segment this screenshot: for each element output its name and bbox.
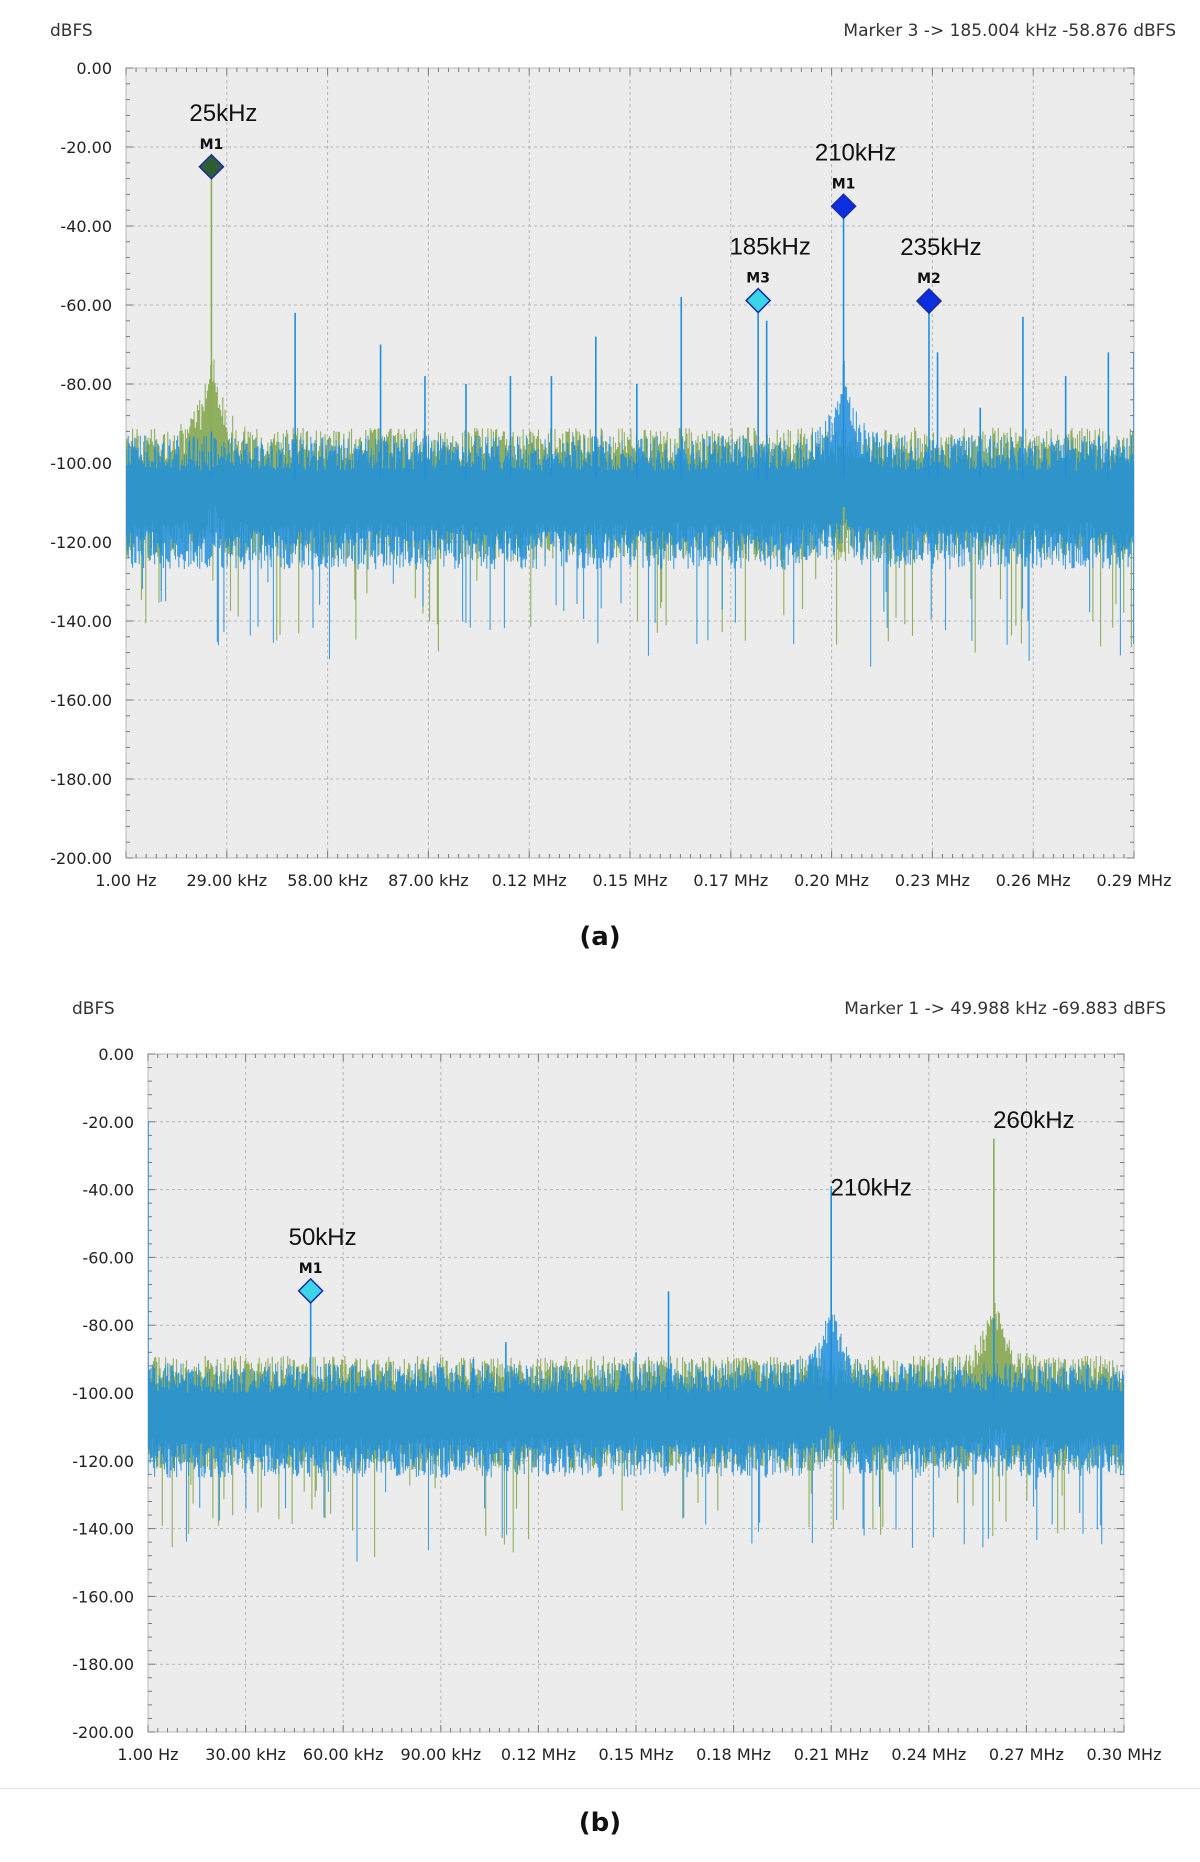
x-tick-label: 0.12 MHz xyxy=(501,1745,576,1764)
marker-label: M1 xyxy=(200,137,224,153)
y-tick-label: -40.00 xyxy=(60,217,112,236)
frequency-annotation: 185kHz xyxy=(729,234,810,261)
y-tick-label: -20.00 xyxy=(82,1113,134,1132)
x-tick-label: 0.15 MHz xyxy=(599,1745,674,1764)
y-tick-label: -140.00 xyxy=(50,612,112,631)
spectrum-panel-a: 0.00 -20.00 -40.00 -60.00 -80.00 -100.00 -120.… xyxy=(50,21,1176,890)
y-tick-label: -200.00 xyxy=(72,1723,134,1742)
y-tick-label: 0.00 xyxy=(76,59,112,78)
spectrum-chart-b: 0.00 -20.00 -40.00 -60.00 -80.00 -100.00 -120.… xyxy=(72,999,1166,1764)
x-tick-label: 0.12 MHz xyxy=(492,871,567,890)
x-tick-label: 58.00 kHz xyxy=(287,871,368,890)
marker-label: M1 xyxy=(299,1261,323,1277)
y-tick-label: -40.00 xyxy=(82,1181,134,1200)
y-tick-label: -120.00 xyxy=(50,533,112,552)
x-tick-label: 0.29 MHz xyxy=(1097,871,1172,890)
frequency-annotation: 260kHz xyxy=(993,1107,1074,1134)
x-tick-label: 0.18 MHz xyxy=(696,1745,771,1764)
x-tick-label: 90.00 kHz xyxy=(401,1745,482,1764)
spectrum-series-1 xyxy=(126,361,1134,667)
marker-readout: Marker 3 -> 185.004 kHz -58.876 dBFS xyxy=(843,21,1176,41)
y-unit-label: dBFS xyxy=(50,21,93,41)
y-tick-label: -100.00 xyxy=(50,454,112,473)
y-tick-label: -160.00 xyxy=(72,1587,134,1606)
x-tick-label: 0.17 MHz xyxy=(693,871,768,890)
panel-a-caption: (a) xyxy=(579,922,621,952)
x-tick-label: 0.20 MHz xyxy=(794,871,869,890)
y-tick-label: -60.00 xyxy=(60,296,112,315)
marker-readout: Marker 1 -> 49.988 kHz -69.883 dBFS xyxy=(844,999,1166,1019)
frequency-annotation: 25kHz xyxy=(189,100,257,127)
x-tick-label: 0.24 MHz xyxy=(891,1745,966,1764)
x-tick-label: 0.15 MHz xyxy=(593,871,668,890)
frequency-annotation: 210kHz xyxy=(815,139,896,166)
marker-label: M3 xyxy=(746,271,770,287)
frequency-annotation: 235kHz xyxy=(900,234,981,261)
marker-diamond xyxy=(830,193,857,220)
frequency-annotation: 210kHz xyxy=(831,1175,912,1202)
y-tick-label: -80.00 xyxy=(60,375,112,394)
y-tick-label: -200.00 xyxy=(50,849,112,868)
y-tick-label: -180.00 xyxy=(50,770,112,789)
marker-diamond xyxy=(915,287,943,315)
y-tick-label: -120.00 xyxy=(72,1452,134,1471)
frequency-annotation: 50kHz xyxy=(289,1224,357,1251)
y-unit-label: dBFS xyxy=(72,999,115,1019)
x-tick-label: 30.00 kHz xyxy=(205,1745,286,1764)
y-tick-label: -80.00 xyxy=(82,1316,134,1335)
spectrum-chart-a: 0.00 -20.00 -40.00 -60.00 -80.00 -100.00 -120.… xyxy=(50,21,1176,890)
x-tick-label: 0.26 MHz xyxy=(996,871,1071,890)
separator-line xyxy=(0,1788,1200,1789)
x-tick-label: 0.21 MHz xyxy=(794,1745,869,1764)
x-tick-label: 60.00 kHz xyxy=(303,1745,384,1764)
marker-diamond xyxy=(745,287,772,314)
x-tick-label: 1.00 Hz xyxy=(117,1745,178,1764)
y-tick-label: -160.00 xyxy=(50,691,112,710)
y-tick-label: -20.00 xyxy=(60,138,112,157)
y-tick-label: -140.00 xyxy=(72,1520,134,1539)
x-tick-label: 0.27 MHz xyxy=(989,1745,1064,1764)
marker-label: M2 xyxy=(917,271,941,287)
spectrum-panel-b: 0.00 -20.00 -40.00 -60.00 -80.00 -100.00 -120.… xyxy=(0,986,1200,1862)
x-tick-label: 87.00 kHz xyxy=(388,871,469,890)
marker-label: M1 xyxy=(832,176,856,192)
x-tick-label: 0.23 MHz xyxy=(895,871,970,890)
marker-diamond xyxy=(297,1277,324,1304)
minor-ticks xyxy=(125,67,1135,859)
minor-ticks xyxy=(147,1053,1125,1733)
x-tick-label: 0.30 MHz xyxy=(1087,1745,1162,1764)
marker-diamond xyxy=(198,153,225,180)
panel-b-caption: (b) xyxy=(578,1808,622,1838)
y-tick-label: -100.00 xyxy=(72,1384,134,1403)
x-tick-label: 29.00 kHz xyxy=(187,871,268,890)
y-tick-label: -180.00 xyxy=(72,1655,134,1674)
y-tick-label: -60.00 xyxy=(82,1248,134,1267)
x-tick-label: 1.00 Hz xyxy=(95,871,156,890)
spectrum-series-1 xyxy=(148,1304,1124,1562)
y-tick-label: 0.00 xyxy=(98,1045,134,1064)
